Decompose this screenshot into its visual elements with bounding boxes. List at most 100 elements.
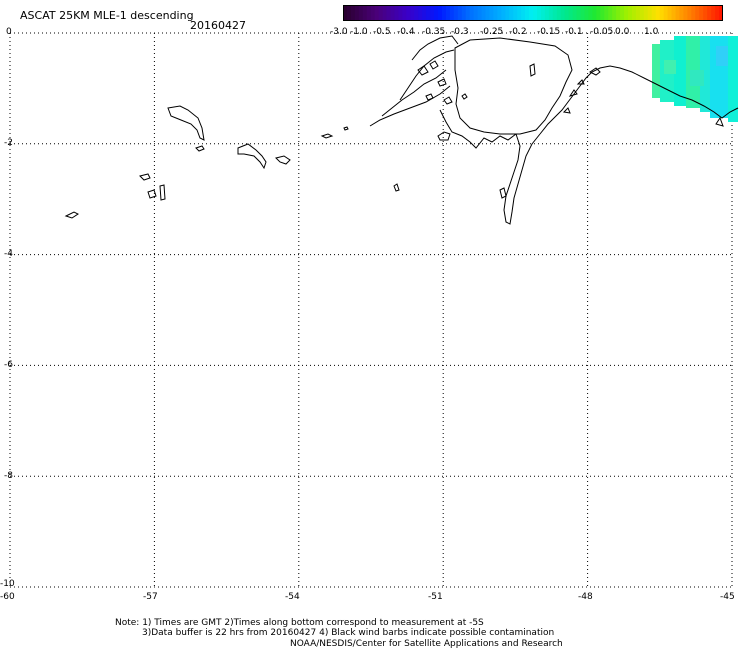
colorbar-label: -0.1: [565, 27, 583, 37]
colorbar-swatch: [394, 5, 400, 21]
colorbar-swatch: [675, 5, 681, 21]
delta-coast-lower: [439, 109, 517, 149]
colorbar-swatch: [695, 5, 700, 21]
colorbar-swatch: [346, 5, 352, 21]
y-tick-label: 0: [6, 27, 12, 37]
colorbar-swatch: [572, 5, 578, 21]
colorbar-swatch: [477, 5, 483, 21]
colorbar-swatch: [343, 5, 348, 21]
colorbar-swatch: [378, 5, 384, 21]
colorbar-swatch: [449, 5, 455, 21]
colorbar-label: -0.35: [422, 27, 446, 37]
colorbar-swatch: [485, 5, 491, 21]
colorbar-swatch: [667, 5, 673, 21]
colorbar-label: -0.3: [451, 27, 469, 37]
colorbar-swatch: [382, 5, 388, 21]
lake-3: [237, 143, 267, 170]
colorbar-label: 1.0: [644, 27, 659, 37]
islet-left-3: [393, 183, 400, 192]
colorbar-swatch: [691, 5, 696, 21]
colorbar-swatch: [671, 5, 677, 21]
colorbar-swatch: [711, 5, 716, 21]
marajo-island: [454, 37, 573, 135]
colorbar-swatch: [540, 5, 546, 21]
coastlines: [64, 35, 739, 225]
colorbar-swatch: [703, 5, 708, 21]
colorbar-swatch: [707, 5, 712, 21]
colorbar-swatch: [521, 5, 526, 21]
colorbar-swatch: [517, 5, 522, 21]
colorbar-swatch: [473, 5, 479, 21]
colorbar-swatch: [501, 5, 506, 21]
colorbar-label: -0.05: [590, 27, 614, 37]
colorbar-swatch: [406, 5, 411, 21]
colorbar-swatch: [410, 5, 415, 21]
colorbar-swatch: [576, 5, 582, 21]
islet-left-2: [343, 126, 349, 131]
colorbar-swatch: [525, 5, 530, 21]
colorbar-swatch: [453, 5, 459, 21]
delta-islets: [417, 60, 453, 105]
island-c: [461, 93, 468, 100]
x-tick-label: -54: [285, 592, 300, 602]
colorbar-swatch: [358, 5, 364, 21]
colorbar-swatch: [366, 5, 372, 21]
colorbar-labels: -3.0 -1.0 -0.5 -0.4 -0.35 -0.3 -0.25 -0.2 -0.15-…: [320, 28, 740, 40]
lake-2: [195, 145, 205, 152]
lake-4: [275, 155, 291, 165]
colorbar-swatch: [679, 5, 685, 21]
colorbar-swatch: [556, 5, 562, 21]
colorbar-swatch: [552, 5, 558, 21]
colorbar-swatch: [639, 5, 645, 21]
colorbar-swatch: [461, 5, 467, 21]
island-a: [529, 63, 536, 77]
colorbar-swatch: [628, 5, 633, 21]
colorbar-swatch: [350, 5, 356, 21]
y-tick-label: -4: [4, 249, 13, 259]
wind-swath: [652, 36, 738, 122]
colorbar-swatch: [651, 5, 657, 21]
x-tick-label: -51: [428, 592, 443, 602]
colorbar-swatch: [434, 5, 439, 21]
islet-left-1: [320, 133, 334, 139]
colorbar-swatch: [588, 5, 593, 21]
colorbar-swatch: [438, 5, 443, 21]
colorbar-border: [343, 5, 723, 21]
lake-1: [167, 105, 205, 141]
colorbar-swatch: [430, 5, 435, 21]
colorbar-swatch: [620, 5, 625, 21]
x-tick-label: -48: [578, 592, 593, 602]
island-b: [437, 131, 451, 141]
x-tick-label: -45: [720, 592, 735, 602]
colorbar-swatch: [719, 5, 723, 21]
colorbar-swatch: [608, 5, 613, 21]
colorbar-swatch: [612, 5, 617, 21]
colorbar-label: -0.4: [397, 27, 415, 37]
colorbar-swatch: [687, 5, 692, 21]
colorbar-swatch: [457, 5, 463, 21]
colorbar-label: -0.5: [373, 27, 391, 37]
colorbar-swatch: [509, 5, 514, 21]
colorbar-label: 0.0: [615, 27, 630, 37]
colorbar-label: -0.2: [509, 27, 527, 37]
colorbar-label: -0.25: [480, 27, 504, 37]
island-d: [499, 187, 507, 199]
colorbar-swatch: [715, 5, 720, 21]
colorbar-swatch: [544, 5, 550, 21]
footnote-line-3: NOAA/NESDIS/Center for Satellite Applica…: [290, 639, 563, 649]
east-coast: [539, 65, 739, 135]
colorbar-label: -1.0: [350, 27, 368, 37]
colorbar-swatch: [481, 5, 487, 21]
colorbar-swatch: [513, 5, 518, 21]
colorbar-swatch: [497, 5, 502, 21]
lake-6: [147, 189, 157, 199]
colorbar-swatch: [469, 5, 475, 21]
map-date: 20160427: [190, 19, 246, 32]
colorbar-swatch: [374, 5, 380, 21]
colorbar-swatch: [635, 5, 641, 21]
y-tick-label: -10: [0, 579, 15, 589]
colorbar-swatch: [533, 5, 538, 21]
colorbar-swatch: [362, 5, 368, 21]
colorbar-swatch: [493, 5, 498, 21]
y-tick-label: -8: [4, 471, 13, 481]
